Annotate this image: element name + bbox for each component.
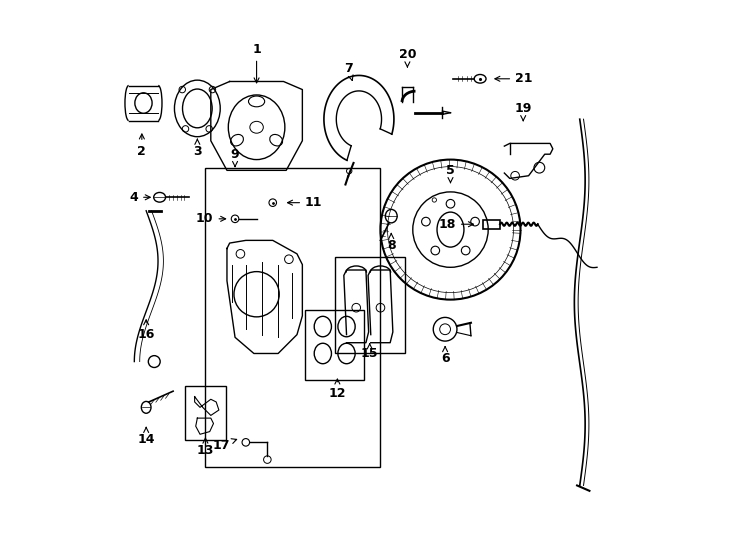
Text: 17: 17 bbox=[212, 438, 236, 451]
Text: 12: 12 bbox=[329, 379, 346, 400]
Text: 20: 20 bbox=[399, 48, 416, 67]
Text: 16: 16 bbox=[137, 320, 155, 341]
Text: 4: 4 bbox=[129, 191, 150, 204]
Text: 8: 8 bbox=[387, 233, 396, 252]
Text: 6: 6 bbox=[441, 347, 449, 366]
Text: 19: 19 bbox=[515, 102, 532, 121]
Text: 9: 9 bbox=[230, 148, 239, 167]
Text: 10: 10 bbox=[196, 212, 225, 225]
Text: 7: 7 bbox=[344, 62, 353, 80]
Text: 11: 11 bbox=[288, 196, 322, 209]
Text: 5: 5 bbox=[446, 164, 455, 183]
Text: 18: 18 bbox=[438, 218, 473, 231]
Text: 3: 3 bbox=[193, 139, 202, 158]
Bar bbox=[206, 167, 380, 467]
Bar bbox=[185, 386, 226, 440]
Bar bbox=[305, 310, 364, 380]
Text: 14: 14 bbox=[137, 427, 155, 446]
Bar bbox=[335, 256, 404, 354]
Text: 15: 15 bbox=[361, 344, 379, 360]
Text: 21: 21 bbox=[495, 72, 533, 85]
Bar bbox=[483, 220, 500, 228]
Text: 2: 2 bbox=[137, 134, 146, 158]
Text: 13: 13 bbox=[197, 438, 214, 457]
Text: 1: 1 bbox=[252, 43, 261, 83]
